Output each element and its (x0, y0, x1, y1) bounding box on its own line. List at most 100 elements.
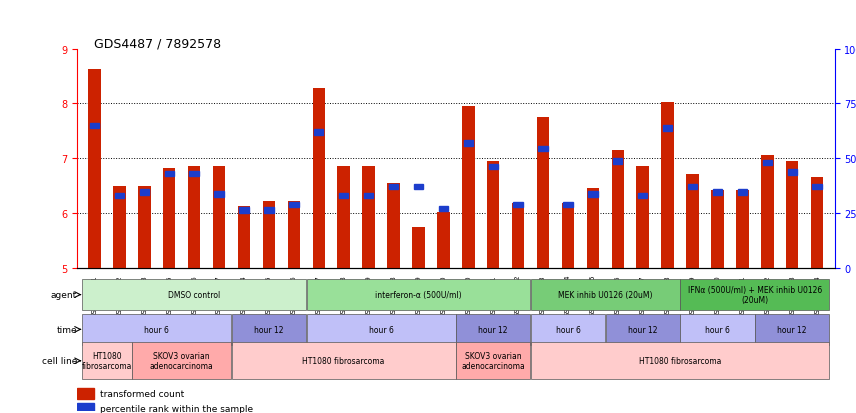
Bar (314, 130, 324, 135)
Bar (637, 167, 649, 268)
Bar (232, 314, 306, 345)
Bar (662, 103, 674, 268)
Bar (687, 174, 698, 268)
Bar (531, 279, 680, 311)
Bar (265, 208, 274, 214)
Text: hour 6: hour 6 (369, 325, 394, 334)
Bar (537, 118, 550, 268)
Text: HT1080 fibrosarcoma: HT1080 fibrosarcoma (639, 356, 722, 366)
Bar (77, 389, 93, 399)
Bar (240, 208, 249, 214)
Bar (232, 342, 455, 380)
Text: hour 6: hour 6 (145, 325, 169, 334)
Bar (538, 146, 548, 152)
Bar (462, 107, 474, 268)
Bar (337, 167, 350, 268)
Bar (164, 171, 174, 177)
Bar (456, 314, 531, 345)
Bar (681, 279, 829, 311)
Bar (263, 202, 275, 268)
Text: SKOV3 ovarian
adenocarcinoma: SKOV3 ovarian adenocarcinoma (150, 351, 214, 370)
Bar (755, 314, 829, 345)
Text: hour 6: hour 6 (556, 325, 580, 334)
Bar (213, 167, 225, 268)
Bar (763, 160, 772, 166)
Bar (811, 178, 823, 268)
Bar (512, 204, 525, 268)
Bar (214, 192, 223, 197)
Text: hour 12: hour 12 (628, 325, 657, 334)
Bar (306, 279, 531, 311)
Bar (90, 123, 99, 129)
Bar (437, 212, 449, 268)
Text: hour 12: hour 12 (479, 325, 508, 334)
Bar (487, 161, 499, 268)
Bar (562, 204, 574, 268)
Bar (82, 314, 231, 345)
Bar (312, 89, 325, 268)
Bar (711, 190, 723, 268)
Text: agent: agent (51, 290, 77, 299)
Bar (113, 186, 126, 268)
Bar (77, 403, 93, 413)
Bar (188, 167, 200, 268)
Bar (761, 156, 774, 268)
Bar (82, 279, 306, 311)
Text: hour 6: hour 6 (705, 325, 730, 334)
Bar (82, 342, 132, 380)
Bar (132, 342, 231, 380)
Bar (713, 190, 722, 195)
Text: GDS4487 / 7892578: GDS4487 / 7892578 (94, 37, 222, 50)
Bar (389, 185, 398, 190)
Bar (413, 227, 425, 268)
Bar (362, 167, 375, 268)
Text: transformed count: transformed count (100, 389, 184, 398)
Text: cell line: cell line (42, 356, 77, 366)
Bar (189, 171, 199, 177)
Text: HT1080
fibrosarcoma: HT1080 fibrosarcoma (82, 351, 132, 370)
Bar (238, 207, 250, 268)
Text: hour 12: hour 12 (777, 325, 807, 334)
Bar (115, 193, 124, 199)
Bar (605, 314, 680, 345)
Bar (364, 193, 373, 199)
Bar (413, 185, 423, 190)
Text: IFNα (500U/ml) + MEK inhib U0126
(20uM): IFNα (500U/ml) + MEK inhib U0126 (20uM) (687, 285, 822, 304)
Bar (387, 183, 400, 268)
Bar (788, 170, 797, 175)
Bar (681, 314, 755, 345)
Bar (736, 190, 749, 268)
Text: SKOV3 ovarian
adenocarcinoma: SKOV3 ovarian adenocarcinoma (461, 351, 525, 370)
Bar (456, 342, 531, 380)
Bar (688, 185, 698, 190)
Text: MEK inhib U0126 (20uM): MEK inhib U0126 (20uM) (558, 290, 652, 299)
Bar (531, 342, 829, 380)
Bar (638, 193, 647, 199)
Bar (586, 189, 599, 268)
Bar (438, 206, 448, 212)
Bar (812, 185, 822, 190)
Text: percentile rank within the sample: percentile rank within the sample (100, 404, 253, 413)
Bar (531, 314, 605, 345)
Bar (289, 202, 299, 208)
Bar (663, 126, 672, 131)
Bar (140, 190, 149, 195)
Bar (339, 193, 348, 199)
Text: DMSO control: DMSO control (168, 290, 220, 299)
Bar (464, 141, 473, 146)
Text: time: time (56, 325, 77, 334)
Bar (138, 186, 151, 268)
Bar (588, 192, 597, 197)
Bar (163, 169, 175, 268)
Bar (514, 202, 523, 208)
Text: hour 12: hour 12 (254, 325, 283, 334)
Bar (88, 70, 101, 268)
Bar (306, 314, 455, 345)
Bar (738, 190, 747, 195)
Text: HT1080 fibrosarcoma: HT1080 fibrosarcoma (302, 356, 385, 366)
Bar (786, 161, 799, 268)
Bar (563, 202, 573, 208)
Bar (611, 151, 624, 268)
Bar (489, 164, 498, 170)
Text: interferon-α (500U/ml): interferon-α (500U/ml) (375, 290, 461, 299)
